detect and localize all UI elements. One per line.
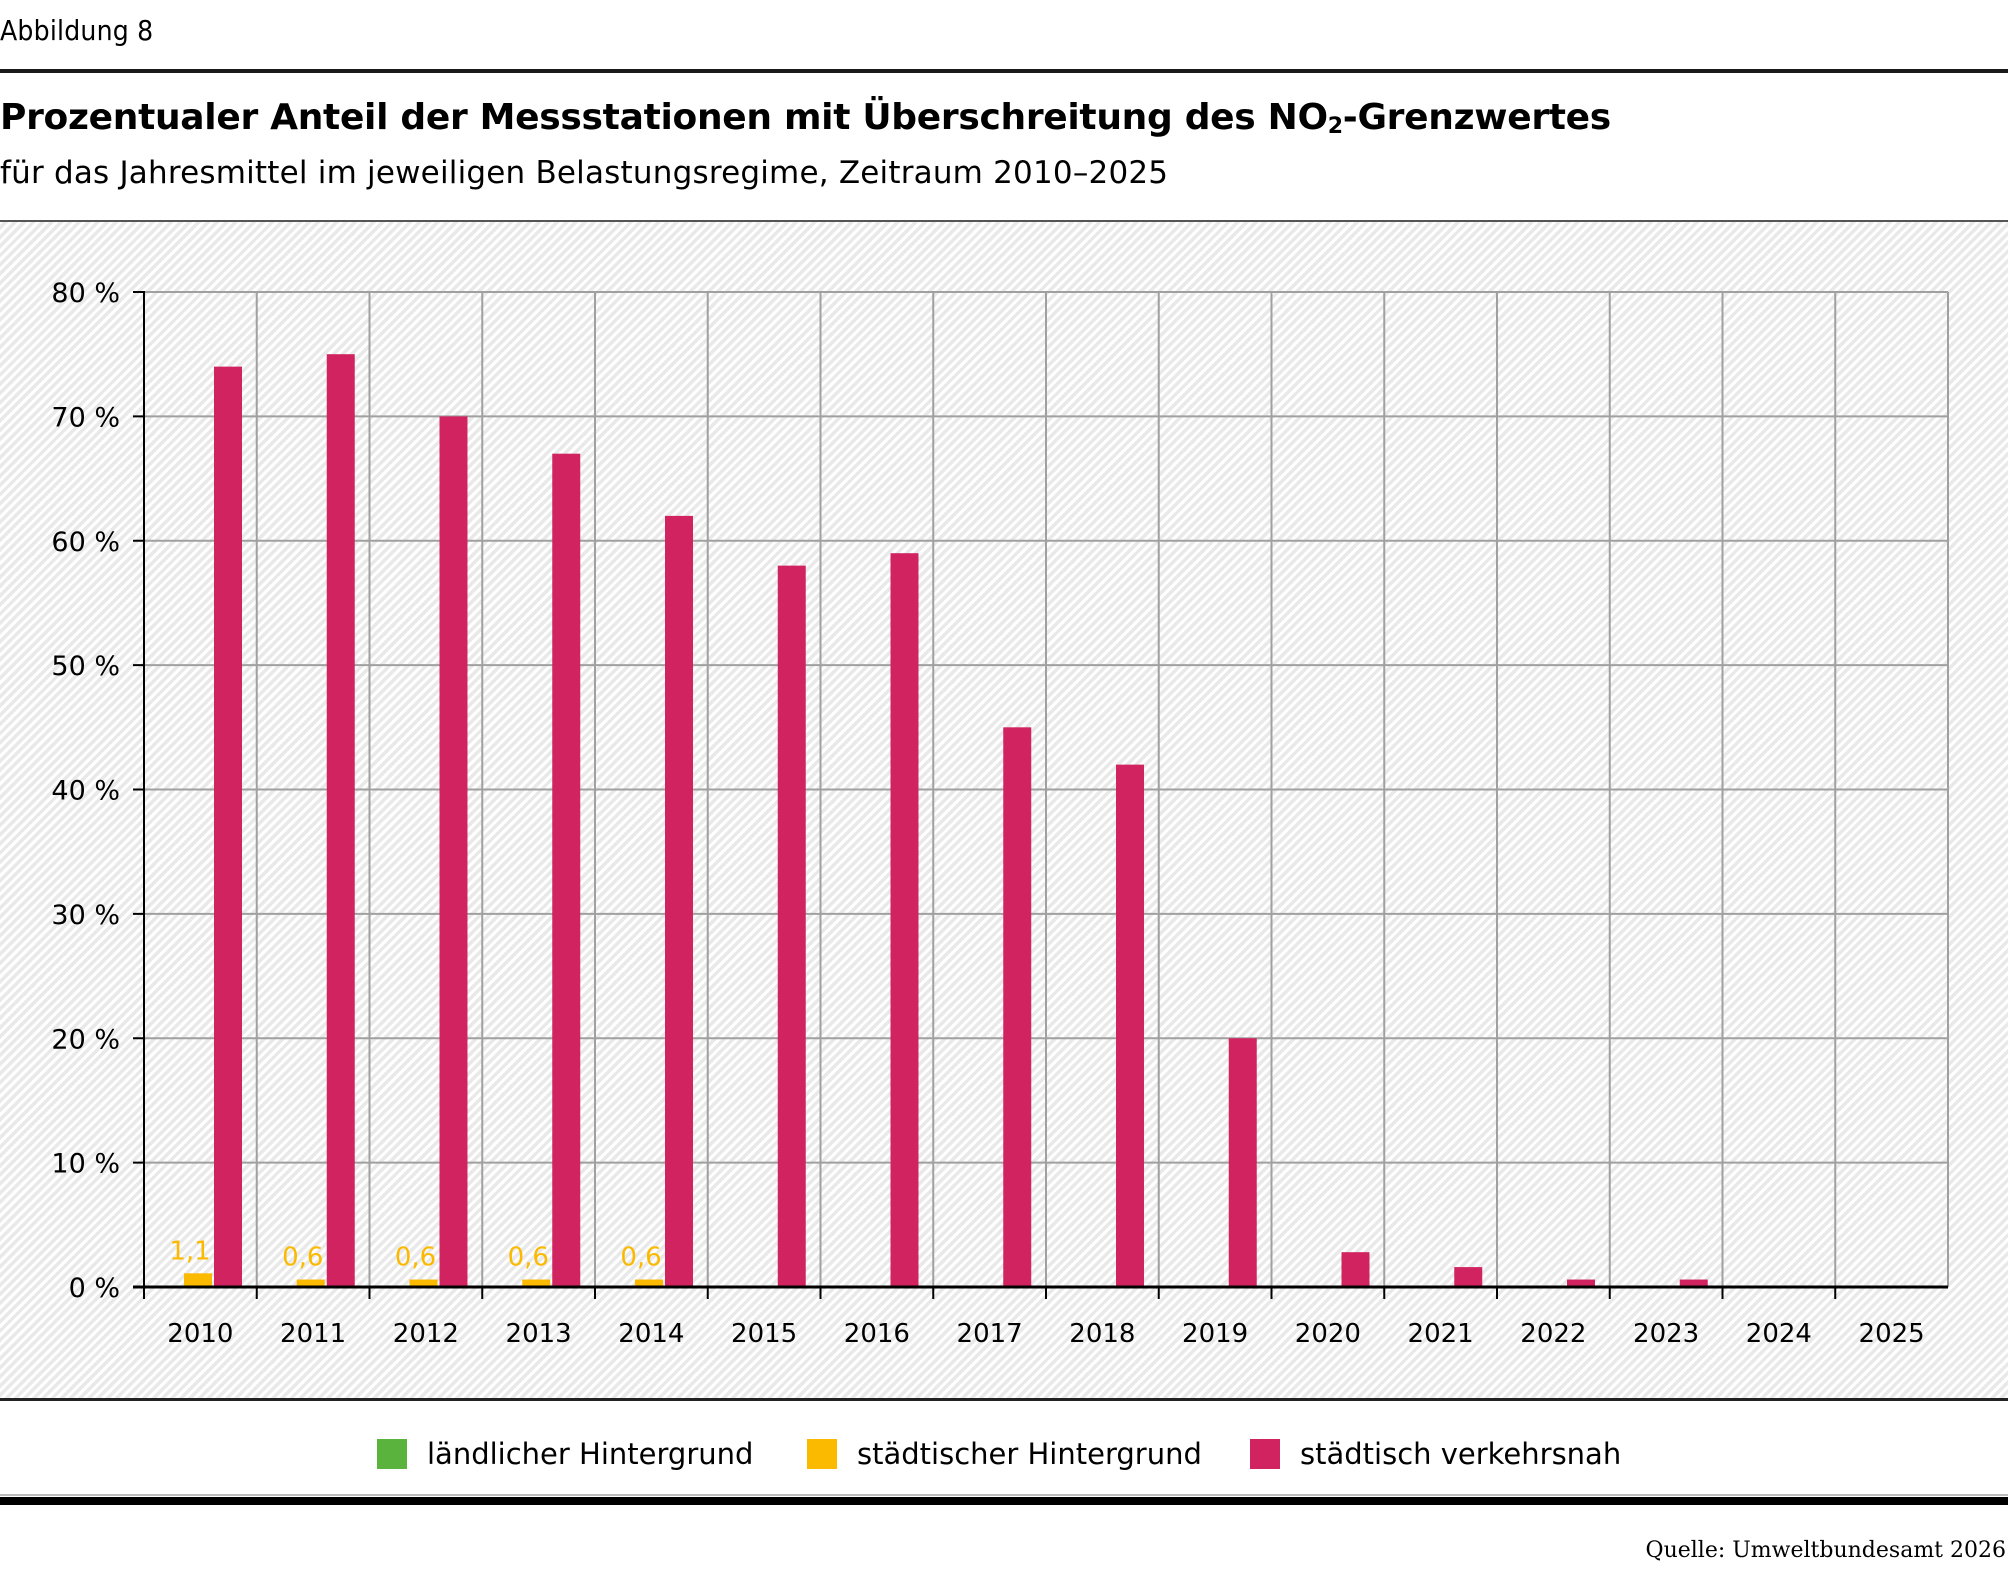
legend-item-staedtisch-hintergrund: städtischer Hintergrund [807,1430,1202,1478]
legend-label-staedtisch-hintergrund: städtischer Hintergrund [857,1437,1202,1471]
bar-chart: 0 % 10 % 20 % 30 % 40 % 50 % 60 % 70 % 80 % 1,1 0,… [51,278,1949,1349]
bar-städtisch-verkehrsnah-2010 [214,366,242,1287]
bar-städtisch-verkehrsnah-2015 [777,565,806,1287]
bar-städtischer-hintergrund-2011 [296,1279,325,1287]
x-tick-label: 2014 [618,1319,684,1349]
bar-städtisch-verkehrsnah-2014 [665,515,693,1287]
bottom-rule-thin [0,1494,2008,1496]
top-rule [0,69,2008,73]
figure-label: Abbildung 8 [0,14,154,47]
x-tick-label: 2012 [393,1319,459,1349]
data-label: 0,6 [282,1243,323,1273]
bar-städtischer-hintergrund-2010 [184,1273,212,1287]
chart-subtitle: für das Jahresmittel im jeweiligen Belas… [0,155,1169,191]
bar-städtisch-verkehrsnah-2017 [1003,727,1032,1287]
legend-swatch-laendlich [377,1439,407,1469]
bar-städtisch-verkehrsnah-2012 [439,416,468,1287]
bar-städtisch-verkehrsnah-2013 [552,453,581,1287]
y-tick-label: 20 % [51,1024,120,1055]
bar-städtisch-verkehrsnah-2021 [1454,1267,1483,1287]
title-main: Prozentualer Anteil der Messstationen mi… [0,97,1328,138]
bottom-rule [0,1497,2008,1505]
x-tick-label: 2020 [1295,1319,1361,1349]
x-tick-label: 2016 [844,1319,910,1349]
x-tick-label: 2017 [957,1319,1023,1349]
data-label: 0,6 [620,1243,661,1273]
legend-swatch-staedtisch-hintergrund [807,1439,837,1469]
title-subscript: 2 [1327,114,1343,139]
y-tick-label: 0 % [69,1273,120,1304]
bar-städtisch-verkehrsnah-2022 [1567,1279,1595,1287]
y-tick-label: 30 % [51,900,120,931]
bar-städtisch-verkehrsnah-2023 [1679,1279,1708,1287]
x-tick-label: 2010 [167,1319,233,1349]
x-tick-label: 2013 [506,1319,572,1349]
bar-städtisch-verkehrsnah-2020 [1341,1252,1370,1287]
bar-städtischer-hintergrund-2013 [522,1279,551,1287]
x-tick-label: 2015 [731,1319,797,1349]
chart-title: Prozentualer Anteil der Messstationen mi… [0,97,1611,138]
x-tick-label: 2025 [1859,1319,1925,1349]
bar-städtischer-hintergrund-2014 [635,1279,663,1287]
legend-label-laendlich: ländlicher Hintergrund [427,1437,754,1471]
data-label: 0,6 [395,1243,436,1273]
y-tick-label: 10 % [51,1149,120,1180]
bar-städtisch-verkehrsnah-2016 [890,553,919,1287]
x-tick-label: 2021 [1408,1319,1474,1349]
x-tick-label: 2019 [1182,1319,1248,1349]
bar-städtisch-verkehrsnah-2019 [1228,1038,1257,1287]
legend: ländlicher Hintergrund städtischer Hinte… [0,1430,2008,1478]
grid [144,291,1949,1287]
data-label: 0,6 [508,1243,549,1273]
legend-label-verkehrsnah: städtisch verkehrsnah [1300,1437,1622,1471]
y-tick-label: 70 % [51,402,120,433]
x-tick-label: 2018 [1069,1319,1135,1349]
bars [184,354,1708,1287]
legend-item-laendlich: ländlicher Hintergrund [377,1430,753,1478]
x-tick-label: 2011 [280,1319,346,1349]
axes [133,291,1948,1299]
title-end: -Grenzwertes [1342,97,1611,138]
legend-swatch-verkehrsnah [1250,1439,1280,1469]
labels: 0 % 10 % 20 % 30 % 40 % 50 % 60 % 70 % 80 % 1,1 0,… [51,278,1924,1349]
x-tick-label: 2022 [1520,1319,1586,1349]
x-tick-label: 2023 [1633,1319,1699,1349]
data-label: 1,1 [169,1236,210,1266]
y-tick-label: 40 % [51,776,120,807]
bar-städtisch-verkehrsnah-2011 [326,354,355,1287]
x-tick-label: 2024 [1746,1319,1812,1349]
source-note: Quelle: Umweltbundesamt 2026 [1645,1538,2006,1563]
bar-städtisch-verkehrsnah-2018 [1116,764,1144,1287]
legend-item-verkehrsnah: städtisch verkehrsnah [1250,1430,1621,1478]
y-tick-label: 80 % [51,278,120,309]
bar-städtischer-hintergrund-2012 [409,1279,438,1287]
y-tick-label: 50 % [51,651,120,682]
y-tick-label: 60 % [51,527,120,558]
